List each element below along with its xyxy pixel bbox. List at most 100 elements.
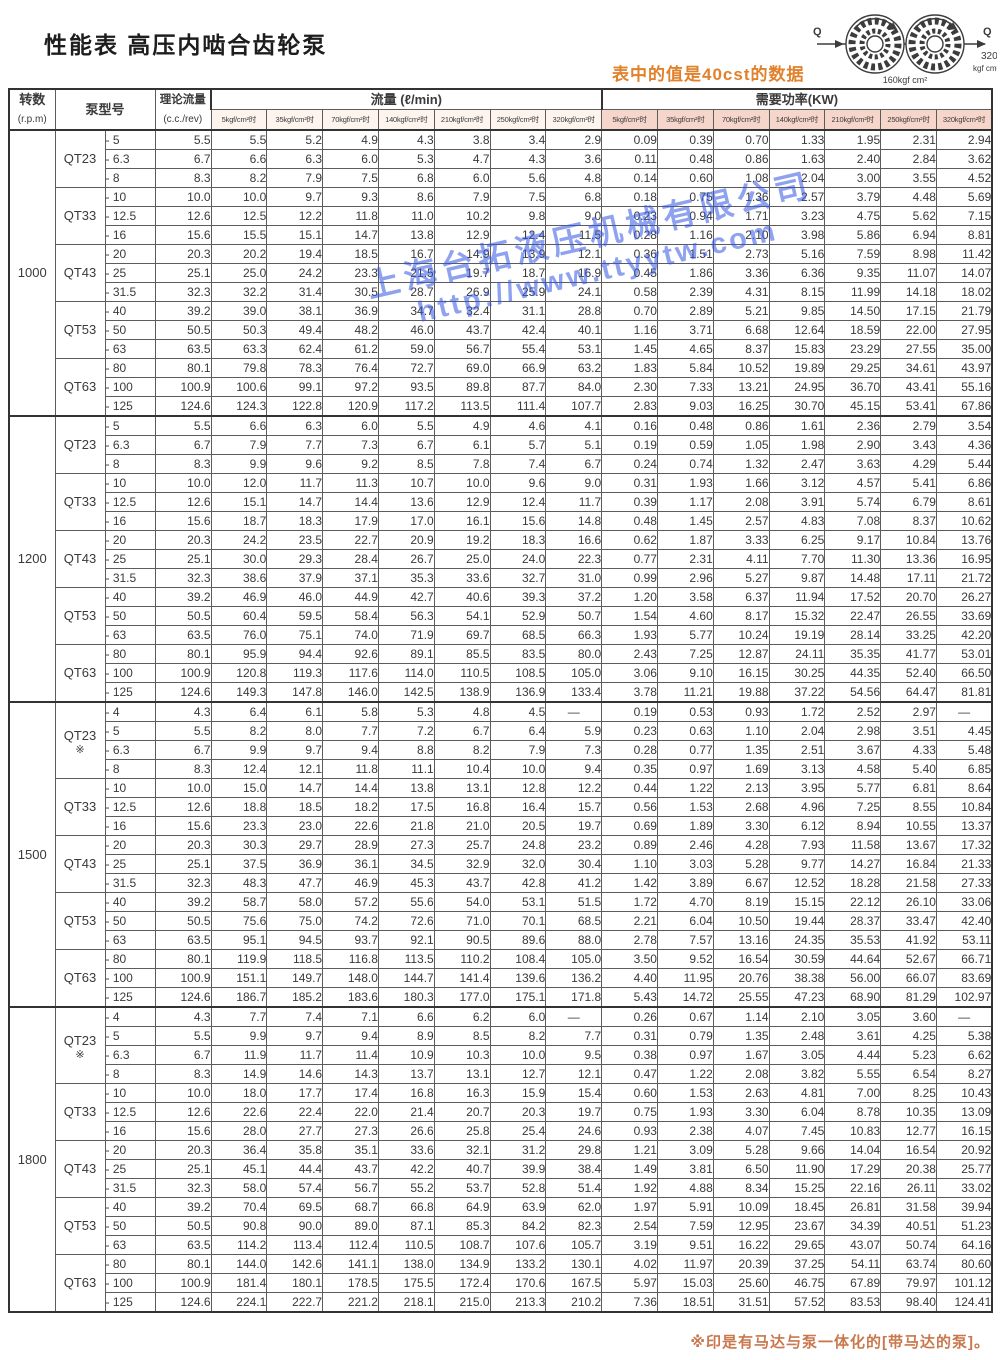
theoretical-flow-cell: 32.3 <box>154 568 212 588</box>
flow-value-cell: 53.7 <box>433 1178 491 1198</box>
model-name: QT53 <box>63 913 97 928</box>
power-value-cell: 0.38 <box>601 1045 658 1065</box>
displacement-cell: - 50 <box>104 606 156 626</box>
power-value-cell: 1.53 <box>656 1083 714 1103</box>
displacement-cell: - 6.3 <box>104 740 156 760</box>
page-title: 性能表 高压内啮合齿轮泵 <box>44 32 328 58</box>
flow-value-cell: 9.4 <box>322 1026 379 1046</box>
flow-value-cell: 92.6 <box>322 644 379 664</box>
displacement-cell: - 40 <box>104 301 156 321</box>
flow-value-cell: 110.2 <box>433 949 491 969</box>
flow-value-cell: 56.7 <box>322 1178 379 1198</box>
flow-value-cell: 5.6 <box>489 168 547 188</box>
header-power: 需要功率(KW) <box>600 88 993 110</box>
header-pressure-flow-5: 250kgf/cm²时 <box>489 109 547 131</box>
flow-value-cell: 5.9 <box>545 721 603 741</box>
flow-value-cell: 12.9 <box>433 492 491 512</box>
flow-value-cell: 142.5 <box>377 682 435 703</box>
displacement-cell: - 125 <box>104 682 156 703</box>
power-value-cell: 9.03 <box>656 396 714 417</box>
flow-value-cell: 172.4 <box>433 1273 491 1293</box>
flow-value-cell: 82.3 <box>545 1216 603 1236</box>
theoretical-flow-cell: 5.5 <box>154 1026 212 1046</box>
flow-value-cell: 62.0 <box>545 1197 603 1217</box>
flow-value-cell: 222.7 <box>266 1292 324 1313</box>
power-value-cell: 43.07 <box>824 1235 882 1255</box>
theoretical-flow-cell: 5.5 <box>154 721 212 741</box>
flow-value-cell: 43.7 <box>433 320 491 340</box>
flow-value-cell: 15.7 <box>545 797 603 817</box>
power-value-cell: 1.10 <box>601 854 658 874</box>
flow-value-cell: 108.5 <box>489 663 547 683</box>
displacement-cell: - 25 <box>104 263 156 283</box>
power-value-cell: 0.39 <box>601 492 658 512</box>
flow-value-cell: 9.5 <box>545 1045 603 1065</box>
flow-value-cell: 58.0 <box>266 892 324 912</box>
flow-value-cell: 25.8 <box>433 1121 491 1141</box>
flow-value-cell: 6.4 <box>210 701 268 722</box>
flow-value-cell: 30.0 <box>210 549 268 569</box>
flow-value-cell: 185.2 <box>266 987 324 1008</box>
power-value-cell: 0.44 <box>601 778 658 798</box>
power-value-cell: 2.04 <box>768 721 826 741</box>
displacement-cell: - 20 <box>104 530 156 550</box>
flow-value-cell: 14.4 <box>322 778 379 798</box>
power-value-cell: 6.68 <box>712 320 770 340</box>
theoretical-flow-cell: 100.9 <box>154 1273 212 1293</box>
flow-value-cell: 6.3 <box>266 149 324 169</box>
flow-value-cell: 4.8 <box>545 168 603 188</box>
flow-value-cell: 89.6 <box>489 930 547 950</box>
displacement-cell: - 10 <box>104 473 156 493</box>
power-value-cell: 11.21 <box>656 682 714 703</box>
model-cell: QT43 <box>54 530 106 588</box>
power-value-cell: 1.05 <box>712 435 770 455</box>
power-value-cell: 0.97 <box>656 759 714 779</box>
power-value-cell: 2.30 <box>601 377 658 397</box>
flow-value-cell: 23.0 <box>266 816 324 836</box>
power-value-cell: 2.21 <box>601 911 658 931</box>
power-value-cell: 16.95 <box>935 549 993 569</box>
flow-value-cell: 119.9 <box>210 949 268 969</box>
power-value-cell: 2.54 <box>601 1216 658 1236</box>
power-value-cell: 12.52 <box>768 873 826 893</box>
model-cell: QT53 <box>54 587 106 645</box>
power-value-cell: 0.62 <box>601 530 658 550</box>
flow-value-cell: 42.2 <box>377 1159 435 1179</box>
flow-value-cell: 23.3 <box>210 816 268 836</box>
flow-value-cell: 19.2 <box>433 530 491 550</box>
power-value-cell: 6.04 <box>656 911 714 931</box>
flow-value-cell: 12.4 <box>489 492 547 512</box>
power-value-cell: 46.75 <box>768 1273 826 1293</box>
flow-value-cell: 144.7 <box>377 968 435 988</box>
flow-value-cell: 122.8 <box>266 396 324 417</box>
power-value-cell: 27.33 <box>935 873 993 893</box>
flow-value-cell: 25.4 <box>489 1121 547 1141</box>
flow-value-cell: 9.9 <box>210 740 268 760</box>
power-value-cell: 0.45 <box>601 263 658 283</box>
flow-value-cell: 66.3 <box>545 625 603 645</box>
displacement-cell: - 63 <box>104 1235 156 1255</box>
flow-value-cell: 33.6 <box>377 1140 435 1160</box>
displacement-cell: - 63 <box>104 625 156 645</box>
flow-value-cell: 12.2 <box>545 778 603 798</box>
displacement-cell: - 31.5 <box>104 873 156 893</box>
flow-value-cell: 55.6 <box>377 892 435 912</box>
flow-value-cell: 31.1 <box>489 301 547 321</box>
power-value-cell: 30.70 <box>768 396 826 417</box>
theoretical-flow-cell: 39.2 <box>154 1197 212 1217</box>
flow-value-cell: 85.5 <box>433 644 491 664</box>
flow-value-cell: 6.0 <box>489 1006 547 1027</box>
power-value-cell: 33.06 <box>935 892 993 912</box>
power-value-cell: 4.44 <box>824 1045 882 1065</box>
power-value-cell: 31.51 <box>712 1292 770 1313</box>
theoretical-flow-cell: 15.6 <box>154 1121 212 1141</box>
flow-value-cell: 23.2 <box>545 835 603 855</box>
flow-value-cell: 9.2 <box>322 454 379 474</box>
flow-value-cell: 11.7 <box>266 1045 324 1065</box>
power-value-cell: 3.33 <box>712 530 770 550</box>
flow-value-cell: 12.4 <box>489 225 547 245</box>
power-value-cell: 2.46 <box>656 835 714 855</box>
power-value-cell: 1.87 <box>656 530 714 550</box>
power-value-cell: 20.70 <box>880 587 937 607</box>
power-value-cell: 3.60 <box>880 1006 937 1027</box>
